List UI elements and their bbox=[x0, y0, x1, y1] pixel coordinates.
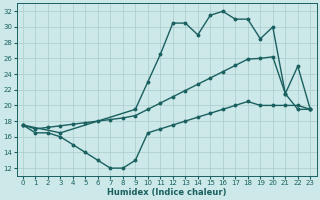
X-axis label: Humidex (Indice chaleur): Humidex (Indice chaleur) bbox=[107, 188, 226, 197]
